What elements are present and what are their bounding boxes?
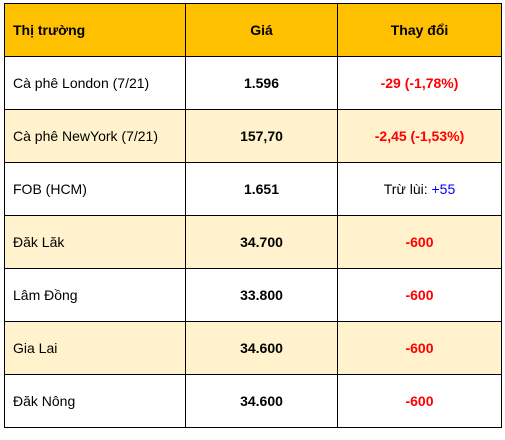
change-value: -600 bbox=[405, 393, 434, 409]
change-cell: Trừ lùi: +55 bbox=[337, 162, 502, 216]
table-row: Lâm Đồng 33.800 -600 bbox=[4, 268, 502, 322]
change-value: +55 bbox=[431, 181, 456, 197]
price-cell: 33.800 bbox=[185, 268, 338, 322]
price-cell: 34.700 bbox=[185, 215, 338, 269]
change-cell: -600 bbox=[337, 215, 502, 269]
market-cell: Gia Lai bbox=[4, 321, 186, 375]
change-cell: -600 bbox=[337, 268, 502, 322]
price-cell: 34.600 bbox=[185, 374, 338, 428]
price-cell: 1.596 bbox=[185, 56, 338, 110]
change-value: -29 (-1,78%) bbox=[380, 75, 459, 91]
change-cell: -600 bbox=[337, 321, 502, 375]
table-row: Gia Lai 34.600 -600 bbox=[4, 321, 502, 375]
change-value: -600 bbox=[405, 287, 434, 303]
change-cell: -2,45 (-1,53%) bbox=[337, 109, 502, 163]
change-value: -600 bbox=[405, 340, 434, 356]
market-cell: Đăk Lăk bbox=[4, 215, 186, 269]
market-cell: Cà phê NewYork (7/21) bbox=[4, 109, 186, 163]
table-row: Đăk Lăk 34.700 -600 bbox=[4, 215, 502, 269]
header-market: Thị trường bbox=[4, 3, 186, 57]
change-cell: -600 bbox=[337, 374, 502, 428]
market-cell: Cà phê London (7/21) bbox=[4, 56, 186, 110]
change-cell: -29 (-1,78%) bbox=[337, 56, 502, 110]
market-cell: Lâm Đồng bbox=[4, 268, 186, 322]
change-prefix: Trừ lùi: bbox=[383, 181, 432, 197]
price-cell: 157,70 bbox=[185, 109, 338, 163]
change-value: -2,45 (-1,53%) bbox=[374, 128, 465, 144]
table-row: FOB (HCM) 1.651 Trừ lùi: +55 bbox=[4, 162, 502, 216]
price-cell: 1.651 bbox=[185, 162, 338, 216]
market-cell: FOB (HCM) bbox=[4, 162, 186, 216]
table-header-row: Thị trường Giá Thay đổi bbox=[4, 3, 502, 57]
market-cell: Đăk Nông bbox=[4, 374, 186, 428]
price-cell: 34.600 bbox=[185, 321, 338, 375]
header-price: Giá bbox=[185, 3, 338, 57]
change-value: -600 bbox=[405, 234, 434, 250]
table-row: Cà phê NewYork (7/21) 157,70 -2,45 (-1,5… bbox=[4, 109, 502, 163]
coffee-price-table: Thị trường Giá Thay đổi Cà phê London (7… bbox=[4, 3, 502, 428]
header-change: Thay đổi bbox=[337, 3, 502, 57]
table-row: Đăk Nông 34.600 -600 bbox=[4, 374, 502, 428]
table-row: Cà phê London (7/21) 1.596 -29 (-1,78%) bbox=[4, 56, 502, 110]
